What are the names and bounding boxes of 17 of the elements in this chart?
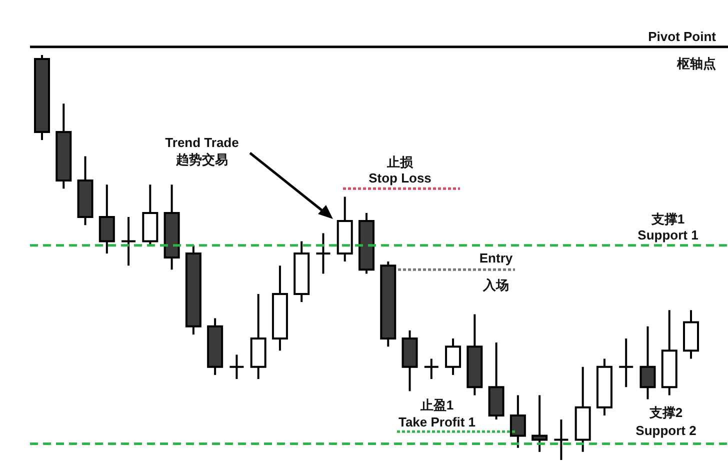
ref-line-label: 支撑2 Support 2 [636, 404, 696, 438]
candlestick [445, 338, 462, 376]
candlestick [553, 418, 570, 461]
candlestick [315, 232, 332, 275]
candlestick [510, 394, 526, 449]
ref-line-label: Pivot Point 枢轴点 [648, 28, 717, 71]
candlestick [618, 338, 634, 388]
ref-line-label: 支撑1 Support 1 [638, 211, 698, 242]
ref-line-label: 止损 Stop Loss [368, 154, 432, 186]
candlestick [228, 354, 245, 380]
annotation: Trend Trade 趋势交易 [165, 135, 239, 167]
candlestick [532, 394, 548, 453]
candlestick [423, 358, 440, 380]
ref-line-label: Entry 入场 [479, 250, 514, 293]
candlestick [640, 325, 656, 400]
ref-line-label: 止盈1 Take Profit 1 [398, 398, 476, 430]
candlestick [120, 216, 137, 267]
